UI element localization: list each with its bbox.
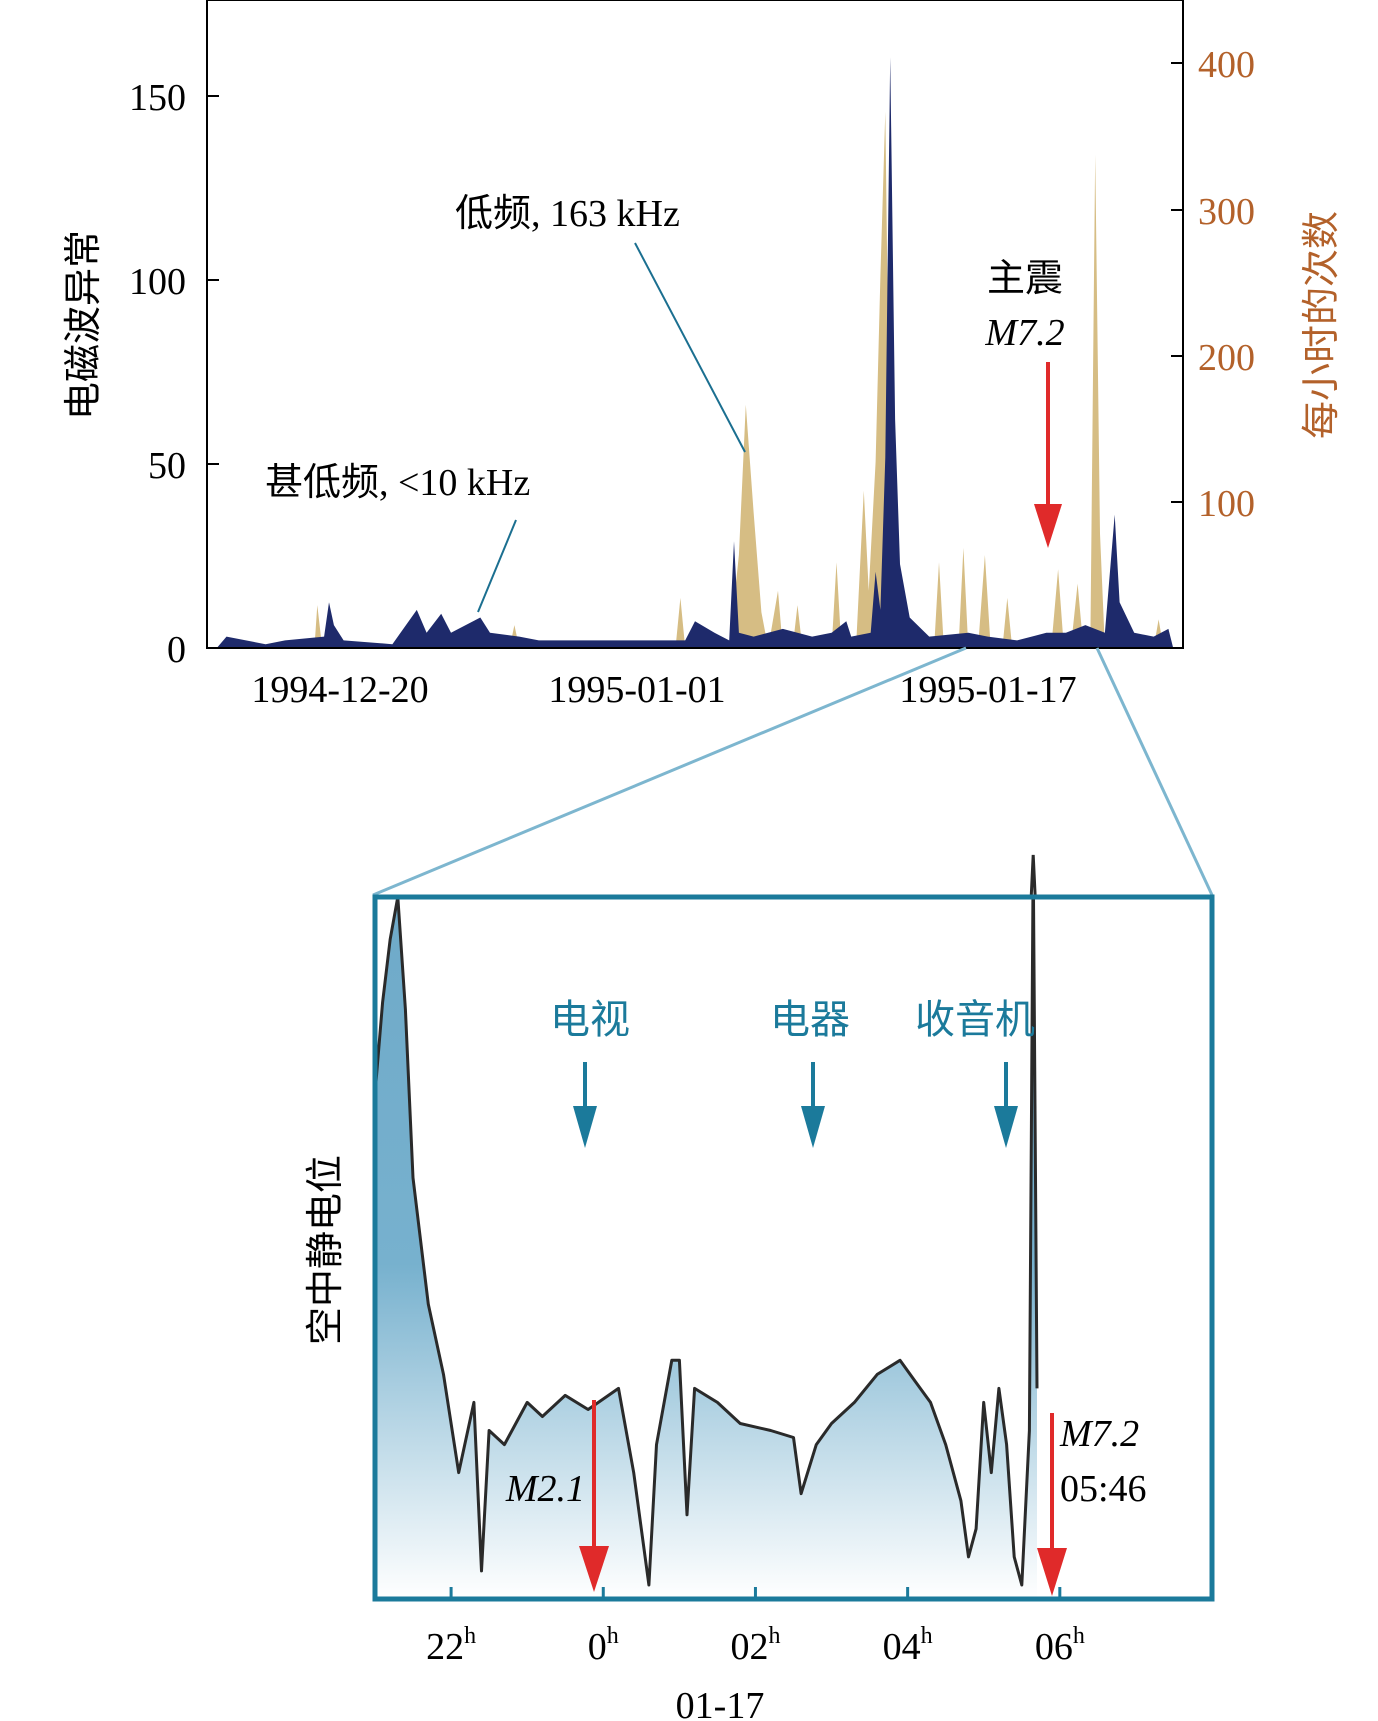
bottom-x-tick-label: 0h — [588, 1623, 619, 1668]
annotation-lf-leader — [634, 242, 746, 453]
top-plot-frame — [206, 0, 1184, 649]
bottom-chart: 22h 0h 02h 04h 06h 01-17 空中静电位 电视 电器 收音机 M2.… — [305, 854, 1215, 1721]
mainshock-magnitude: M7.2 — [984, 312, 1064, 354]
top-right-tick-label: 100 — [1198, 483, 1255, 525]
quake-m72-label: M7.2 — [1059, 1413, 1139, 1455]
top-left-tick-label: 0 — [167, 629, 186, 671]
annotation-tv: 电视 — [550, 997, 630, 1042]
arrow-radio — [994, 1062, 1018, 1148]
top-x-tick-label: 1995-01-01 — [548, 669, 725, 711]
top-right-axis-label: 每小时的次数 — [1301, 211, 1343, 439]
top-chart: 0 50 100 150 电磁波异常 100 200 300 400 每小时的次… — [63, 0, 1343, 711]
tick-hour-superscript: h — [607, 1623, 619, 1649]
bottom-x-tick-label: 06h — [1035, 1623, 1085, 1668]
annotation-vlf: 甚低频, <10 kHz — [265, 462, 530, 504]
series-lf-163khz-area — [216, 111, 1174, 649]
quake-m72-arrow — [1037, 1413, 1067, 1596]
zoom-connector-left — [372, 646, 967, 897]
annotation-lf: 低频, 163 kHz — [455, 193, 680, 235]
top-right-tick-label: 200 — [1198, 337, 1255, 379]
top-left-axis — [207, 95, 219, 649]
mainshock-arrow — [1034, 362, 1062, 548]
top-left-tick-label: 150 — [129, 77, 186, 119]
top-left-axis-label: 电磁波异常 — [63, 230, 105, 420]
bottom-x-tick-label: 02h — [730, 1623, 780, 1668]
top-right-axis — [1171, 62, 1183, 503]
bottom-x-tick-label: 22h — [426, 1623, 476, 1668]
tick-hour-superscript: h — [921, 1623, 933, 1649]
tick-hour-superscript: h — [1073, 1623, 1085, 1649]
zoom-connector-right — [1095, 647, 1214, 896]
potential-area-fill — [375, 897, 1037, 1599]
potential-spike-overflow — [1029, 854, 1037, 898]
quake-m21-arrow — [579, 1400, 609, 1592]
bottom-x-tick-label: 04h — [883, 1623, 933, 1668]
annotation-appliance: 电器 — [770, 997, 850, 1042]
arrow-appliance — [801, 1062, 825, 1148]
bottom-plot-area — [375, 897, 1039, 1599]
top-series-layer — [216, 57, 1174, 649]
top-x-tick-label: 1994-12-20 — [251, 669, 428, 711]
bottom-x-axis-label: 01-17 — [676, 1685, 765, 1721]
top-right-tick-label: 400 — [1198, 44, 1255, 86]
bottom-plot-frame — [372, 894, 1215, 1602]
annotation-vlf-leader — [477, 519, 517, 613]
bottom-y-axis-label: 空中静电位 — [305, 1155, 347, 1345]
top-x-tick-label: 1995-01-17 — [899, 669, 1076, 711]
arrow-tv — [573, 1062, 597, 1148]
tick-hour-superscript: h — [768, 1623, 780, 1649]
tick-hour-superscript: h — [464, 1623, 476, 1649]
top-right-tick-label: 300 — [1198, 191, 1255, 233]
quake-m72-time: 05:46 — [1060, 1468, 1147, 1510]
annotation-radio: 收音机 — [915, 997, 1035, 1042]
top-left-tick-label: 100 — [129, 261, 186, 303]
mainshock-label: 主震 — [987, 258, 1063, 300]
top-left-tick-label: 50 — [148, 445, 186, 487]
potential-trace-line — [375, 897, 1039, 1587]
quake-m21-label: M2.1 — [505, 1468, 585, 1510]
